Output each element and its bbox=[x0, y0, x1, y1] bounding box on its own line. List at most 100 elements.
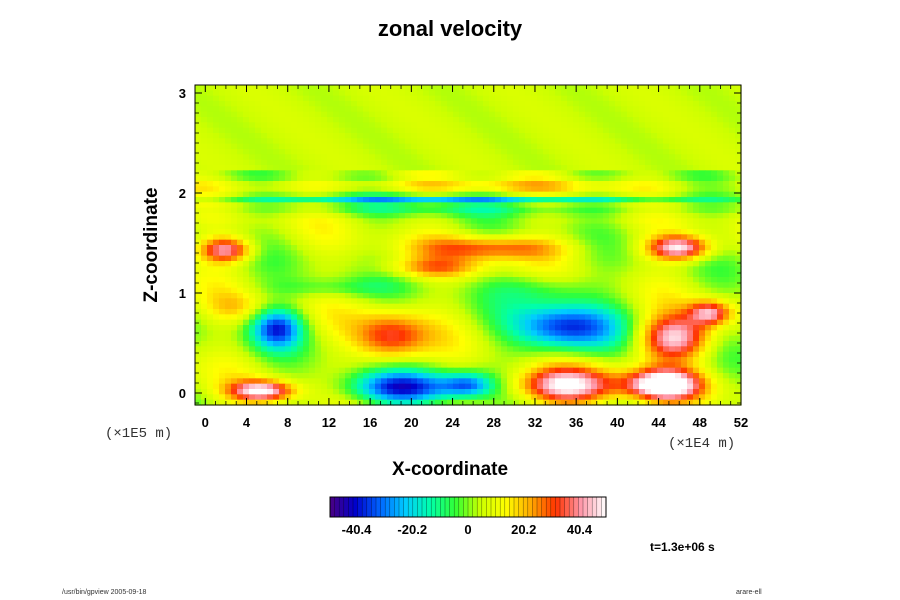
heatmap-cell bbox=[495, 330, 502, 337]
heatmap-cell bbox=[213, 271, 220, 278]
heatmap-cell bbox=[717, 165, 724, 171]
heatmap-cell bbox=[423, 154, 430, 161]
heatmap-cell bbox=[651, 229, 658, 235]
heatmap-cell bbox=[291, 101, 298, 107]
heatmap-cell bbox=[699, 101, 706, 107]
heatmap-cell bbox=[699, 319, 706, 326]
heatmap-cell bbox=[591, 282, 598, 289]
heatmap-cell bbox=[609, 111, 616, 118]
heatmap-cell bbox=[711, 346, 718, 353]
heatmap-cell bbox=[231, 213, 238, 219]
heatmap-cell bbox=[411, 239, 418, 246]
heatmap-cell bbox=[261, 367, 268, 374]
heatmap-cell bbox=[273, 319, 280, 326]
heatmap-cell bbox=[375, 191, 382, 198]
heatmap-cell bbox=[513, 234, 520, 241]
heatmap-cell bbox=[351, 373, 358, 379]
heatmap-cell bbox=[309, 133, 316, 139]
heatmap-cell bbox=[591, 191, 598, 198]
heatmap-cell bbox=[273, 159, 280, 166]
heatmap-cell bbox=[255, 138, 262, 145]
heatmap-cell bbox=[639, 367, 646, 374]
heatmap-cell bbox=[711, 175, 718, 182]
heatmap-cell bbox=[699, 181, 706, 187]
heatmap-cell bbox=[207, 341, 214, 347]
heatmap-cell bbox=[573, 261, 580, 267]
heatmap-cell bbox=[483, 149, 490, 155]
heatmap-cell bbox=[423, 282, 430, 289]
heatmap-cell bbox=[579, 229, 586, 235]
heatmap-cell bbox=[465, 277, 472, 283]
heatmap-cell bbox=[591, 325, 598, 331]
heatmap-cell bbox=[441, 223, 448, 230]
heatmap-cell bbox=[465, 346, 472, 353]
heatmap-cell bbox=[465, 106, 472, 113]
heatmap-cell bbox=[699, 309, 706, 315]
heatmap-cell bbox=[327, 197, 334, 203]
heatmap-cell bbox=[363, 154, 370, 161]
heatmap-cell bbox=[261, 303, 268, 310]
heatmap-cell bbox=[375, 181, 382, 187]
heatmap-cell bbox=[207, 287, 214, 294]
heatmap-cell bbox=[669, 159, 676, 166]
heatmap-cell bbox=[561, 218, 568, 225]
heatmap-cell bbox=[735, 175, 742, 182]
heatmap-cell bbox=[387, 346, 394, 353]
heatmap-cell bbox=[513, 309, 520, 315]
heatmap-cell bbox=[717, 277, 724, 283]
heatmap-cell bbox=[351, 271, 358, 278]
heatmap-cell bbox=[297, 202, 304, 209]
heatmap-cell bbox=[489, 314, 496, 321]
heatmap-cell bbox=[645, 143, 652, 150]
heatmap-cell bbox=[435, 303, 442, 310]
heatmap-cell bbox=[375, 298, 382, 305]
heatmap-cell bbox=[693, 271, 700, 278]
heatmap-cell bbox=[495, 341, 502, 347]
heatmap-cell bbox=[303, 255, 310, 262]
heatmap-cell bbox=[465, 309, 472, 315]
heatmap-cell bbox=[543, 207, 550, 214]
heatmap-cell bbox=[369, 229, 376, 235]
heatmap-cell bbox=[285, 165, 292, 171]
heatmap-cell bbox=[675, 346, 682, 353]
heatmap-cell bbox=[555, 261, 562, 267]
heatmap-cell bbox=[441, 159, 448, 166]
heatmap-cell bbox=[357, 181, 364, 187]
heatmap-cell bbox=[543, 367, 550, 374]
heatmap-cell bbox=[465, 325, 472, 331]
heatmap-cell bbox=[291, 138, 298, 145]
heatmap-cell bbox=[423, 314, 430, 321]
heatmap-cell bbox=[429, 319, 436, 326]
heatmap-cell bbox=[201, 303, 208, 310]
heatmap-cell bbox=[405, 159, 412, 166]
heatmap-cell bbox=[693, 170, 700, 177]
heatmap-cell bbox=[345, 229, 352, 235]
heatmap-cell bbox=[657, 330, 664, 337]
heatmap-cell bbox=[285, 351, 292, 358]
heatmap-cell bbox=[345, 245, 352, 251]
heatmap-cell bbox=[441, 202, 448, 209]
heatmap-cell bbox=[435, 341, 442, 347]
heatmap-cell bbox=[663, 287, 670, 294]
heatmap-cell bbox=[417, 298, 424, 305]
heatmap-cell bbox=[705, 101, 712, 107]
heatmap-cell bbox=[501, 127, 508, 134]
heatmap-cell bbox=[471, 207, 478, 214]
heatmap-cell bbox=[543, 303, 550, 310]
heatmap-cell bbox=[681, 357, 688, 363]
heatmap-cell bbox=[309, 90, 316, 97]
heatmap-cell bbox=[567, 170, 574, 177]
heatmap-cell bbox=[543, 111, 550, 118]
heatmap-cell bbox=[375, 335, 382, 342]
heatmap-cell bbox=[675, 127, 682, 134]
heatmap-cell bbox=[561, 95, 568, 102]
heatmap-cell bbox=[501, 330, 508, 337]
heatmap-cell bbox=[255, 90, 262, 97]
heatmap-cell bbox=[735, 133, 742, 139]
heatmap-cell bbox=[207, 101, 214, 107]
heatmap-cell bbox=[501, 90, 508, 97]
heatmap-cell bbox=[639, 90, 646, 97]
heatmap-cell bbox=[633, 293, 640, 299]
heatmap-cell bbox=[567, 218, 574, 225]
heatmap-cell bbox=[459, 138, 466, 145]
